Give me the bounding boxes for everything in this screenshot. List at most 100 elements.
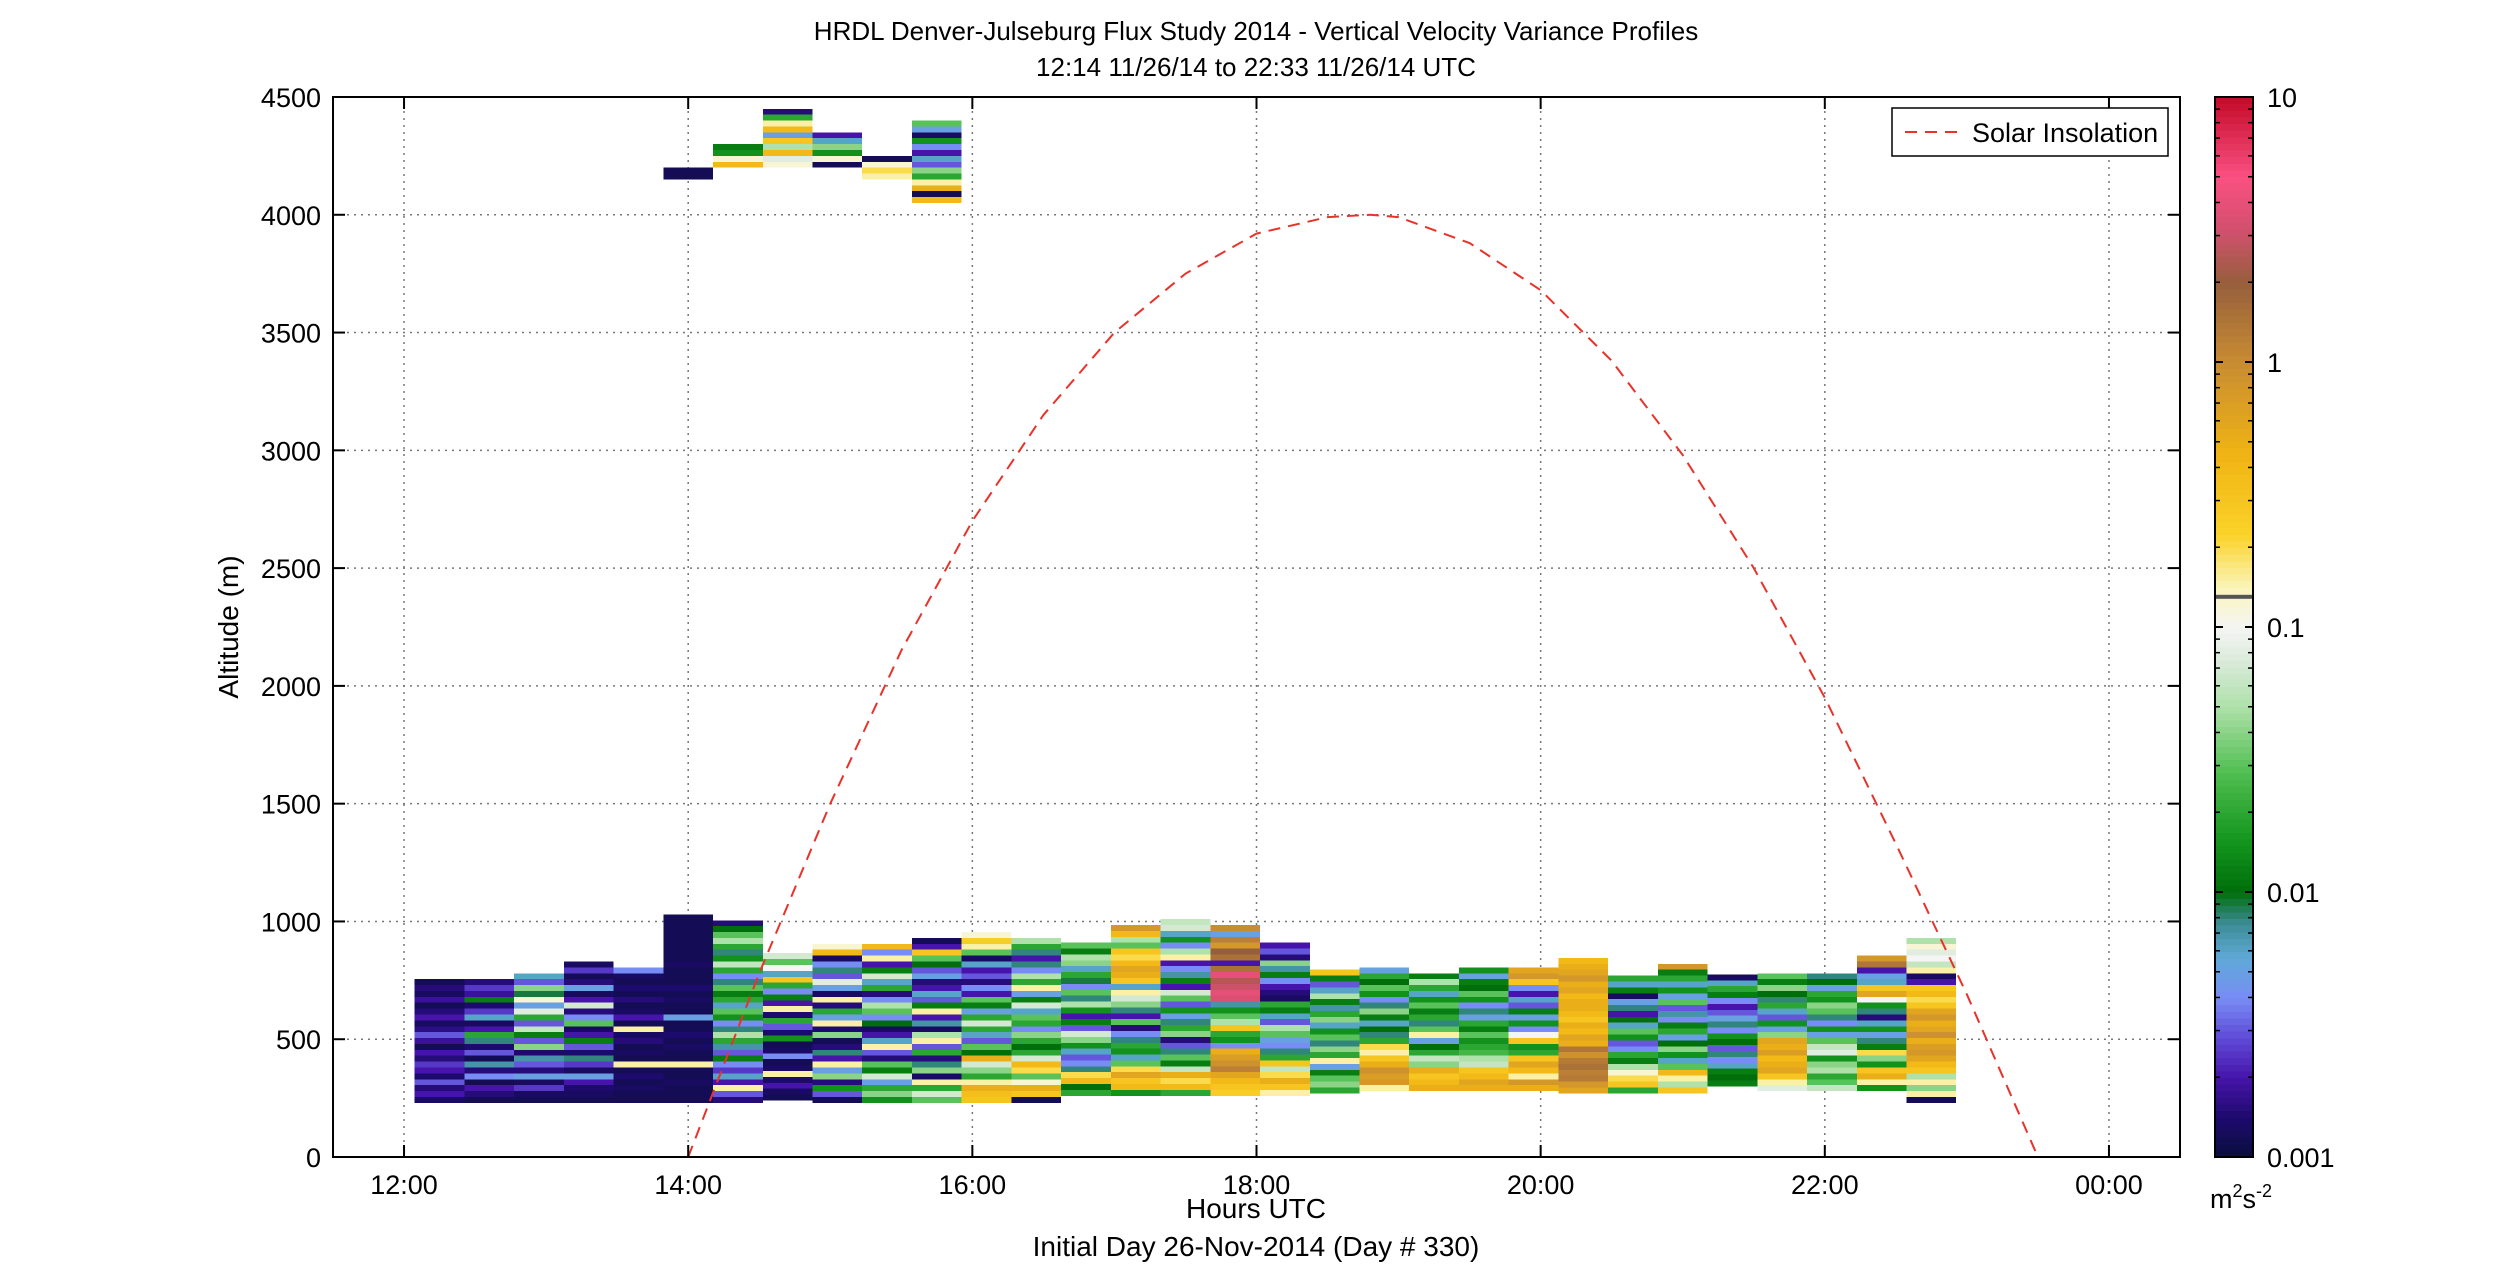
heatmap-cell-8-0	[812, 1096, 863, 1103]
heatmap-cell-19-10	[1359, 1026, 1410, 1033]
colorbar-band-124	[2215, 328, 2253, 337]
heatmap-cell-15-15	[1160, 1001, 1211, 1008]
heatmap-cell-13-0	[1061, 1089, 1111, 1096]
heatmap-cell-13-9	[1061, 1036, 1111, 1043]
heatmap-cell-30-21	[1906, 973, 1957, 980]
heatmap-cell-5-2	[663, 1085, 714, 1092]
heatmap-cell-11-6	[961, 1061, 1012, 1068]
heatmap-cell-4-20	[613, 979, 664, 986]
heatmap-cell-23-5	[1558, 1058, 1609, 1064]
heatmap-cell-12-27	[1011, 937, 1062, 944]
colorbar-band-45	[2215, 852, 2253, 860]
heatmap-cell-12-23	[1011, 961, 1062, 968]
heatmap-cell-28-4	[1807, 1061, 1857, 1068]
heatmap-cell-26-13	[1707, 1003, 1758, 1010]
heatmap-cell-25-4	[1657, 1063, 1708, 1070]
heatmap-cell-8-21	[812, 973, 863, 980]
heatmap-cell-1-18	[464, 990, 515, 997]
heatmap-cell-26-2	[1707, 1068, 1758, 1075]
colorbar-marker-line	[2215, 594, 2253, 599]
heatmap-cell-12-16	[1011, 1002, 1062, 1009]
heatmap-cell-12-20	[1011, 979, 1062, 986]
heatmap-cell-7-23	[762, 959, 813, 966]
heatmap-cell-27-2	[1757, 1073, 1808, 1080]
heatmap-cell-0-9	[414, 1043, 465, 1050]
heatmap-cell-12-24	[1011, 955, 1062, 962]
heatmap-cell-5-5	[663, 1067, 714, 1074]
heatmap-cell-3-2	[563, 1085, 614, 1092]
heatmap-cell-4-10	[613, 1038, 664, 1044]
colorbar-band-135	[2215, 256, 2253, 264]
heatmap-cell-2-17	[514, 996, 564, 1003]
heatmap-cell-2-18	[514, 990, 564, 997]
heatmap-upper-cell-1-2	[713, 150, 763, 156]
heatmap-cell-22-10	[1508, 1026, 1559, 1033]
colorbar-band-108	[2215, 434, 2253, 443]
heatmap-cell-20-5	[1409, 1055, 1459, 1062]
heatmap-cell-17-4	[1260, 1066, 1310, 1073]
heatmap-cell-21-0	[1458, 1085, 1509, 1092]
heatmap-cell-16-5	[1210, 1060, 1261, 1067]
colorbar-band-1	[2215, 1143, 2253, 1151]
heatmap-cell-11-17	[961, 996, 1012, 1003]
heatmap-cell-3-20	[563, 979, 614, 986]
colorbar-band-147	[2215, 176, 2253, 184]
heatmap-cell-15-3	[1160, 1072, 1211, 1079]
heatmap-cell-1-3	[464, 1079, 515, 1086]
heatmap-cell-26-1	[1707, 1074, 1758, 1081]
heatmap-cell-15-1	[1160, 1083, 1211, 1090]
colorbar-band-88	[2215, 567, 2253, 575]
x-tick-label-5: 22:00	[1791, 1170, 1859, 1200]
heatmap-cell-11-9	[961, 1043, 1012, 1050]
y-tick-label-1: 500	[276, 1025, 321, 1055]
heatmap-cell-30-16	[1906, 1002, 1957, 1009]
heatmap-cell-20-6	[1409, 1049, 1459, 1056]
colorbar-band-154	[2215, 130, 2253, 138]
heatmap-cell-16-13	[1210, 1013, 1261, 1020]
heatmap-cell-21-3	[1458, 1067, 1509, 1074]
heatmap-cell-22-12	[1508, 1014, 1559, 1021]
heatmap-cell-13-24	[1061, 948, 1111, 955]
heatmap-cell-12-9	[1011, 1043, 1062, 1050]
heatmap-cell-21-1	[1458, 1079, 1509, 1086]
x-tick-label-0: 12:00	[370, 1170, 438, 1200]
heatmap-cell-13-7	[1061, 1048, 1111, 1055]
heatmap-cell-20-8	[1409, 1038, 1459, 1044]
heatmap-cell-29-13	[1856, 1008, 1907, 1015]
heatmap-cell-3-19	[563, 985, 614, 991]
colorbar-band-116	[2215, 381, 2253, 390]
heatmap-cell-12-21	[1011, 973, 1062, 980]
heatmap-cell-27-3	[1757, 1067, 1808, 1074]
heatmap-upper-cell-5-13	[911, 120, 962, 127]
heatmap-cell-14-21	[1110, 966, 1161, 973]
heatmap-upper-cell-4-2	[862, 161, 912, 168]
heatmap-cell-9-13	[862, 1020, 912, 1027]
heatmap-cell-6-7	[713, 1055, 763, 1062]
heatmap-cell-4-19	[613, 985, 664, 991]
colorbar-band-55	[2215, 786, 2253, 794]
heatmap-cell-22-14	[1508, 1002, 1559, 1009]
heatmap-cell-0-7	[414, 1055, 465, 1062]
colorbar-band-24	[2215, 991, 2253, 999]
heatmap-cell-13-19	[1061, 977, 1111, 984]
heatmap-cell-6-17	[713, 996, 763, 1003]
heatmap-cell-13-22	[1061, 960, 1111, 967]
heatmap-cell-18-3	[1309, 1069, 1360, 1076]
heatmap-cell-15-4	[1160, 1066, 1211, 1073]
colorbar-band-63	[2215, 733, 2253, 741]
heatmap-cell-30-12	[1906, 1026, 1957, 1033]
heatmap-cell-19-8	[1359, 1038, 1410, 1044]
heatmap-cell-29-4	[1856, 1061, 1907, 1068]
colorbar-band-13	[2215, 1064, 2253, 1072]
heatmap-cell-1-17	[464, 996, 515, 1003]
heatmap-cell-8-16	[812, 1002, 863, 1009]
heatmap-cell-14-24	[1110, 948, 1161, 955]
heatmap-cell-16-12	[1210, 1019, 1261, 1026]
heatmap-cell-2-4	[514, 1073, 564, 1080]
heatmap-cell-30-9	[1906, 1043, 1957, 1050]
heatmap-cell-1-19	[464, 985, 515, 991]
heatmap-upper-cell-0-0	[663, 173, 714, 180]
heatmap-cell-0-11	[414, 1032, 465, 1039]
heatmap-cell-7-18	[762, 988, 813, 995]
heatmap-cell-6-1	[713, 1091, 763, 1097]
